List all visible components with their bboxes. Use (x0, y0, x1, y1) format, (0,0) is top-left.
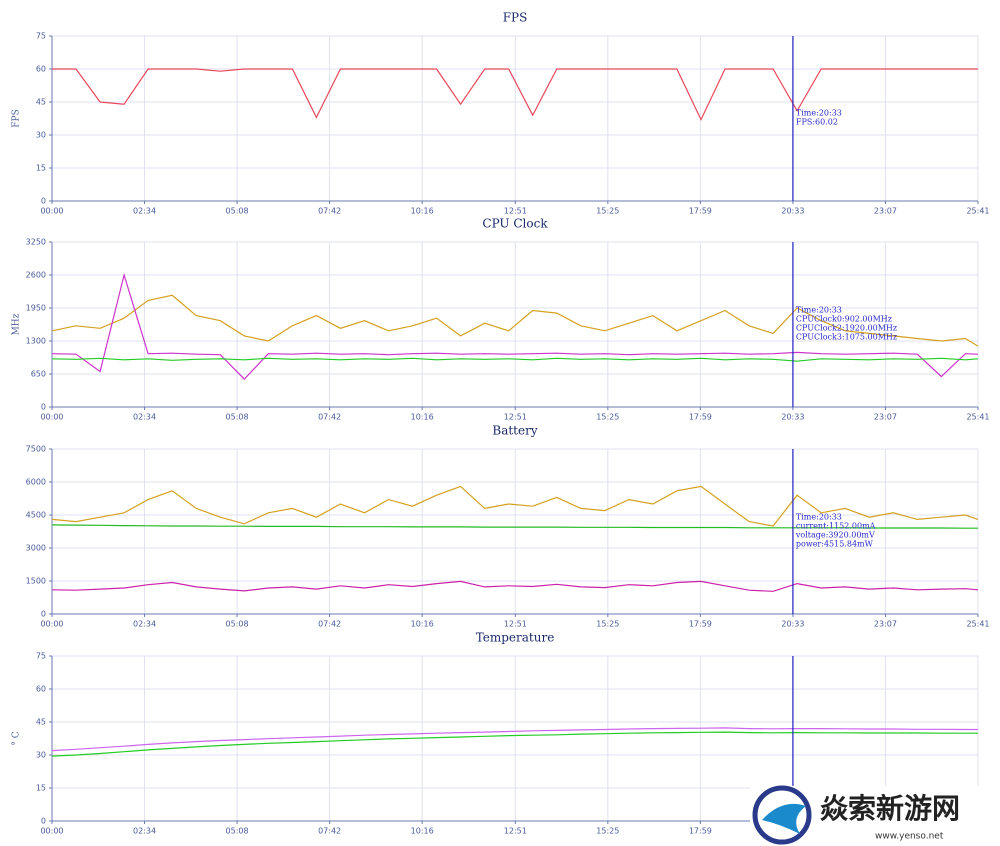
series-line (51, 727, 978, 752)
x-tick-label: 00:00 (40, 413, 63, 422)
y-tick-label: 0 (41, 610, 46, 619)
x-tick-label: 07:42 (318, 413, 341, 422)
y-tick-label: 0 (41, 817, 46, 826)
y-tick-label: 30 (36, 131, 46, 140)
x-tick-label: 05:08 (226, 413, 249, 422)
y-tick-label: 3250 (26, 238, 46, 247)
chart-title: Battery (492, 424, 537, 438)
x-tick-label: 20:33 (781, 413, 804, 422)
y-axis-label: FPS (12, 109, 22, 127)
chart-title: FPS (503, 11, 528, 25)
chart-title: Temperature (476, 631, 555, 645)
x-tick-label: 15:25 (596, 827, 619, 836)
x-tick-label: 25:41 (966, 620, 989, 629)
y-tick-label: 15 (36, 164, 46, 173)
x-tick-label: 23:07 (874, 207, 897, 216)
series-line (51, 272, 979, 380)
y-axis-label: ° C (12, 731, 22, 745)
y-tick-label: 75 (36, 652, 46, 661)
x-tick-label: 17:59 (689, 620, 712, 629)
x-tick-label: 00:00 (40, 207, 63, 216)
cursor-annotation: CPUClock2:1920.00MHz (796, 324, 897, 333)
cursor-annotation: current:1152.00mA (796, 522, 876, 531)
x-tick-label: 02:34 (133, 620, 156, 629)
x-tick-label: 00:00 (40, 827, 63, 836)
y-tick-label: 15 (36, 784, 46, 793)
x-tick-label: 07:42 (318, 620, 341, 629)
x-tick-label: 07:42 (318, 207, 341, 216)
y-tick-label: 2600 (26, 271, 46, 280)
series-line (51, 731, 978, 757)
x-tick-label: 17:59 (689, 207, 712, 216)
x-tick-label: 10:16 (411, 827, 434, 836)
cursor-annotation: voltage:3920.00mV (795, 531, 875, 540)
y-tick-label: 1300 (26, 337, 46, 346)
y-tick-label: 75 (36, 32, 46, 41)
x-tick-label: 20:33 (781, 207, 804, 216)
watermark-url: www.yenso.net (875, 832, 944, 842)
x-tick-label: 23:07 (874, 620, 897, 629)
x-tick-label: 15:25 (596, 413, 619, 422)
cursor-annotation: Time:20:33 (796, 306, 842, 315)
y-axis-label: MHz (12, 313, 22, 335)
x-tick-label: 02:34 (133, 413, 156, 422)
x-tick-label: 05:08 (226, 620, 249, 629)
x-tick-label: 05:08 (226, 827, 249, 836)
chart-title: CPU Clock (482, 217, 548, 231)
x-tick-label: 02:34 (133, 827, 156, 836)
series-line (51, 524, 978, 529)
x-tick-label: 15:25 (596, 207, 619, 216)
x-tick-label: 12:51 (504, 827, 527, 836)
series-line (51, 357, 979, 362)
x-tick-label: 25:41 (966, 413, 989, 422)
cursor-annotation: Time:20:33 (796, 109, 842, 118)
x-tick-label: 23:07 (874, 413, 897, 422)
x-tick-label: 25:41 (966, 207, 989, 216)
watermark-logo-mark (762, 803, 806, 834)
x-tick-label: 15:25 (596, 620, 619, 629)
x-tick-label: 10:16 (411, 620, 434, 629)
cursor-annotation: CPUClock3:1075.00MHz (796, 333, 897, 342)
cursor-annotation: Time:20:33 (796, 513, 842, 522)
y-tick-label: 7500 (26, 445, 46, 454)
x-tick-label: 07:42 (318, 827, 341, 836)
series-line (51, 294, 979, 347)
cursor-annotation: CPUClock0:902.00MHz (796, 315, 892, 324)
x-tick-label: 02:34 (133, 207, 156, 216)
series-line (52, 68, 978, 121)
x-tick-label: 17:59 (689, 413, 712, 422)
y-tick-label: 60 (36, 65, 46, 74)
x-tick-label: 12:51 (504, 207, 527, 216)
y-tick-label: 650 (31, 370, 46, 379)
y-tick-label: 3000 (26, 544, 46, 553)
y-tick-label: 45 (36, 98, 46, 107)
y-tick-label: 45 (36, 718, 46, 727)
y-tick-label: 30 (36, 751, 46, 760)
y-tick-label: 1950 (26, 304, 46, 313)
x-tick-label: 00:00 (40, 620, 63, 629)
y-tick-label: 60 (36, 685, 46, 694)
y-tick-label: 4500 (26, 511, 46, 520)
x-tick-label: 12:51 (504, 413, 527, 422)
x-tick-label: 17:59 (689, 827, 712, 836)
x-tick-label: 12:51 (504, 620, 527, 629)
watermark: 焱索新游网 www.yenso.net (750, 785, 1000, 846)
x-tick-label: 05:08 (226, 207, 249, 216)
cursor-annotation: FPS:60.02 (796, 118, 838, 127)
cursor-annotation: power:4515.84mW (796, 540, 874, 549)
x-tick-label: 20:33 (781, 620, 804, 629)
y-tick-label: 0 (41, 403, 46, 412)
y-tick-label: 6000 (26, 478, 46, 487)
y-tick-label: 0 (41, 197, 46, 206)
x-tick-label: 10:16 (411, 207, 434, 216)
series-line (51, 485, 979, 527)
series-line (51, 580, 979, 592)
x-tick-label: 10:16 (411, 413, 434, 422)
watermark-name: 焱索新游网 (820, 792, 960, 825)
y-tick-label: 1500 (26, 577, 46, 586)
